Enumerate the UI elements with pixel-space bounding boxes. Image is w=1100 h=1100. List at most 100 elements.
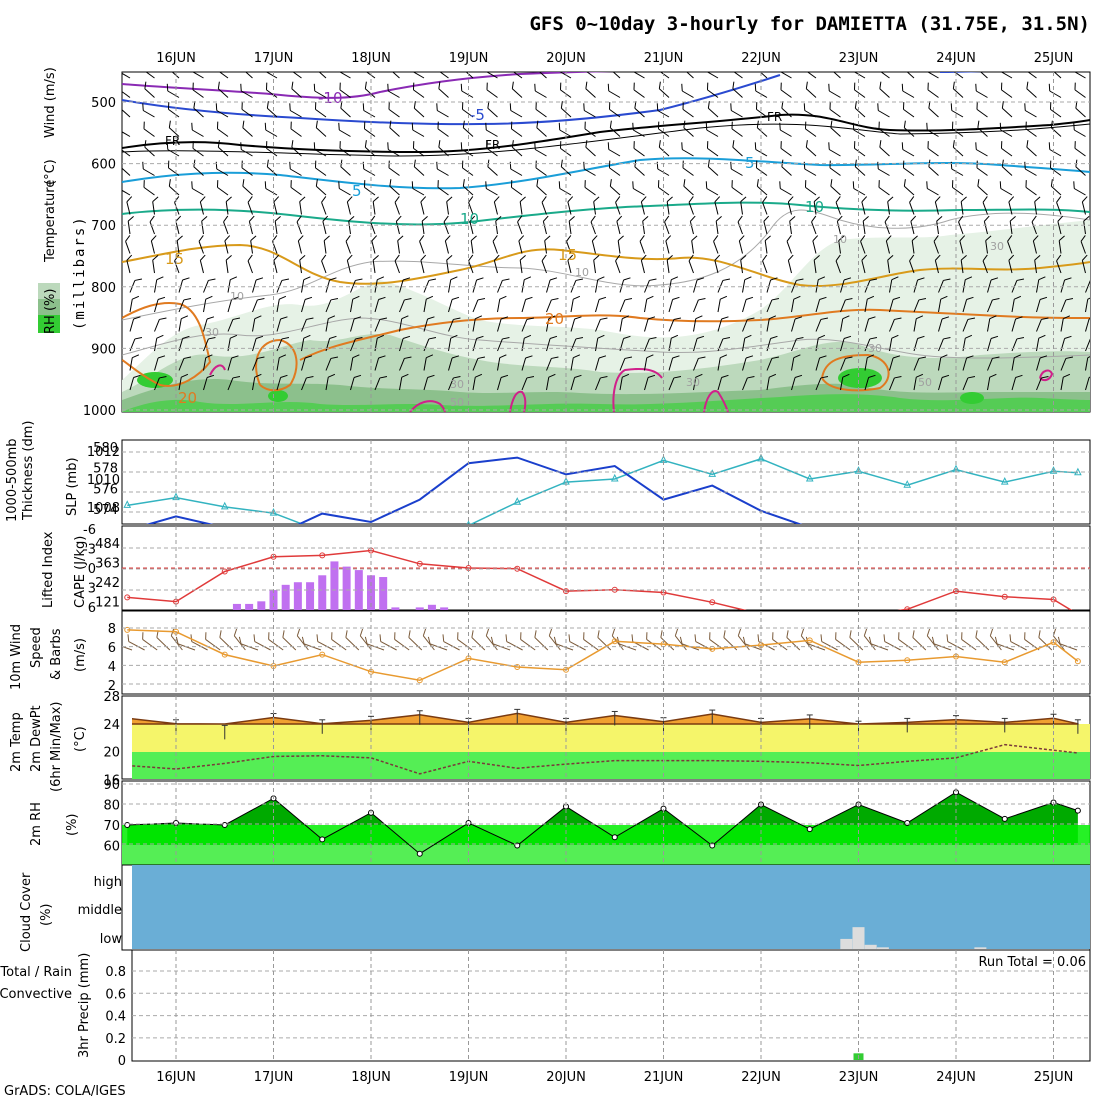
wind-barb: [423, 374, 435, 391]
wind-barb: [413, 159, 425, 176]
contour-label: FR: [767, 110, 782, 124]
wind-barb: [511, 140, 523, 157]
wind-barb: [252, 277, 264, 293]
cloud-cover-fill: [132, 865, 1090, 949]
wind-barb: [840, 297, 853, 313]
wind-barb: [714, 254, 721, 274]
date-label: 20JUN: [546, 51, 586, 66]
wind-barb: [665, 235, 672, 254]
wind-barb: [1081, 196, 1088, 215]
wind-barb: [362, 161, 376, 176]
wind-barb: [325, 356, 339, 371]
wind-barb: [247, 254, 253, 274]
rh-bright-patch: [960, 392, 984, 404]
rh2m-point: [416, 850, 423, 857]
wind-barb: [122, 166, 131, 176]
wind-barb: [791, 374, 803, 391]
wind-barb: [763, 215, 770, 235]
wind-barb: [129, 295, 140, 313]
wind-barb: [567, 196, 574, 215]
wind-barb: [462, 120, 474, 137]
wind-barb: [757, 72, 768, 79]
wind-barb: [411, 122, 425, 137]
wind-barb: [584, 72, 596, 79]
wind-barb: [1073, 72, 1086, 79]
wind-barb: [616, 215, 623, 235]
wind-barb: [412, 72, 425, 79]
wind-barb: [252, 315, 262, 332]
wind-barb: [265, 82, 278, 98]
wind-barb: [707, 159, 719, 176]
wind-barb: [472, 277, 484, 293]
wind-barb: [570, 295, 581, 313]
wind-barb: [143, 180, 155, 196]
wind-barb: [174, 196, 180, 215]
wind-barb: [1036, 355, 1048, 371]
axis-tick-label: -6: [83, 523, 96, 538]
wind-barb: [191, 122, 204, 137]
pressure-tick: 1000: [83, 404, 116, 419]
wind-barb: [938, 374, 950, 391]
wind-barb: [1001, 101, 1013, 118]
magenta-contour: [409, 400, 446, 412]
wind-barb: [764, 235, 771, 254]
wind-barb: [446, 254, 453, 274]
wind-barb: [840, 277, 852, 293]
wind-barb: [122, 129, 131, 137]
wind-barb: [362, 103, 376, 118]
wind-barb: [122, 188, 131, 196]
thickness-point: [220, 501, 229, 510]
wind-barb: [240, 142, 253, 157]
wind-barb: [325, 373, 336, 391]
wind-barb: [913, 277, 925, 293]
wind-barb: [779, 72, 792, 79]
contour-label: 20: [545, 310, 564, 328]
wind-barb: [1026, 140, 1037, 157]
rh2m-band-60: [122, 845, 1090, 865]
wind-barb: [154, 375, 167, 391]
wind-barb: [812, 235, 819, 254]
wind-barb: [227, 296, 239, 313]
wind-barb: [609, 179, 621, 196]
wind-barb: [852, 122, 866, 137]
wind-barb: [174, 254, 180, 274]
wind-barb: [217, 140, 229, 157]
wind-barb: [178, 335, 190, 352]
contour-labels: -10 -5 FR FR FR 5 5 10 10 15 15 20 20 10…: [165, 89, 1004, 409]
wind-barb: [593, 254, 600, 274]
surface-wind-barb: [946, 634, 964, 651]
wind-barb: [829, 160, 841, 176]
wind-barb: [301, 296, 313, 313]
wind-barb: [519, 254, 526, 274]
wind-barb: [639, 235, 645, 254]
wind-barb: [1007, 235, 1013, 254]
wind-barb: [983, 215, 990, 235]
wind-barb: [217, 81, 229, 98]
wind-barb: [350, 374, 362, 391]
wind-barb: [225, 254, 232, 274]
wind-barb: [609, 120, 621, 137]
wind-barb: [570, 336, 584, 352]
wind-barb: [338, 122, 351, 137]
wind-barb: [546, 315, 556, 332]
wind-barb: [642, 215, 649, 235]
wind-barb: [766, 297, 780, 313]
wind-barb: [830, 120, 841, 137]
temp-fill-area: [132, 712, 1079, 725]
wind-barb: [693, 315, 703, 332]
magenta-contour: [509, 390, 527, 412]
wind-barb: [938, 295, 948, 313]
surface-wind-barb: [485, 628, 498, 651]
wind-barb: [713, 235, 719, 254]
wind-barb: [372, 196, 379, 215]
wind-barb: [203, 374, 215, 391]
wind-barb: [913, 373, 924, 391]
temp-axis: 28 24 20 16: [103, 690, 120, 788]
surface-wind-barb: [912, 630, 927, 651]
upper-wind-barbs: [122, 72, 1090, 391]
wind-barb: [276, 336, 290, 352]
wind-barb: [276, 354, 287, 371]
surface-wind-barb: [505, 634, 523, 651]
wind-barb: [962, 375, 976, 391]
thickness-point: [757, 453, 765, 462]
